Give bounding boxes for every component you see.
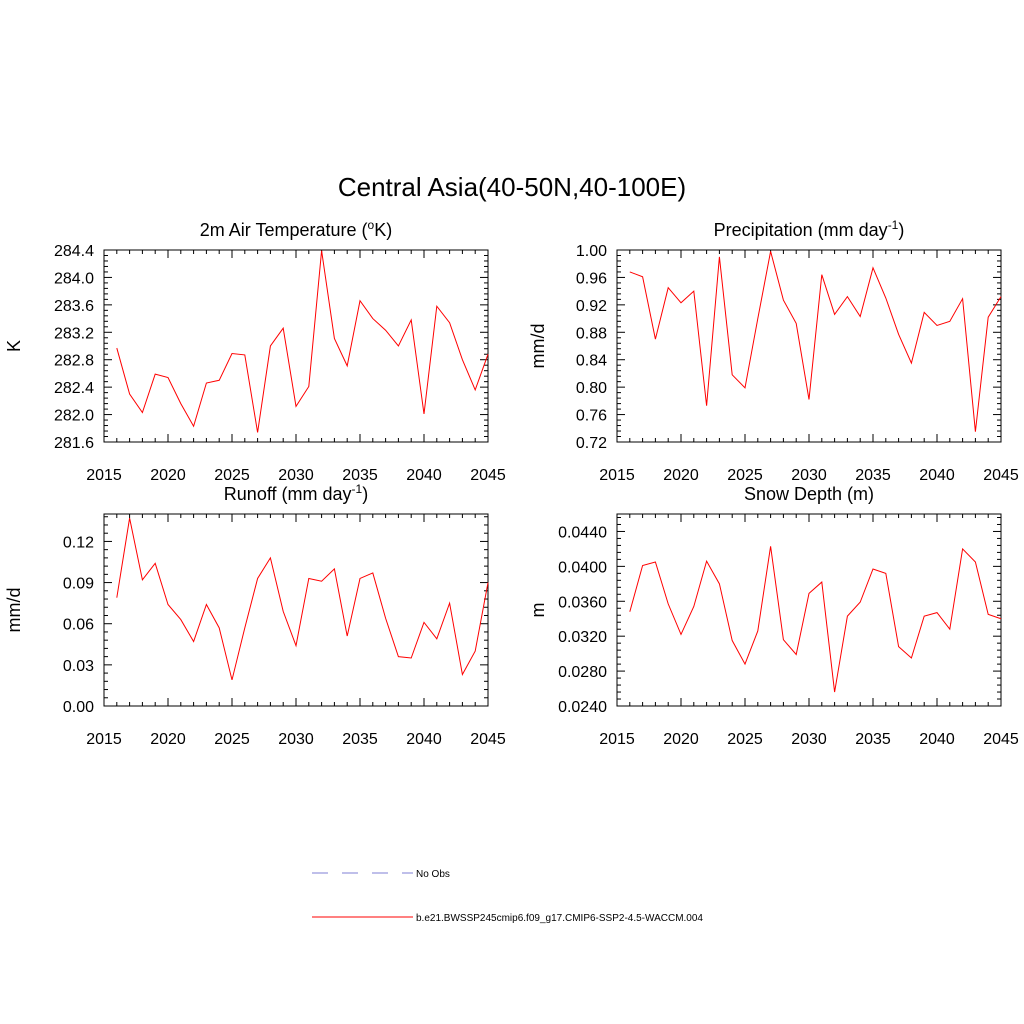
- air-temperature-ytick-label: 282.4: [54, 380, 94, 397]
- precipitation-xtick-label: 2015: [599, 467, 635, 484]
- panel-snow-depth: 2015 2020 2025 2030 2035 2040 2045 0.0240 0.0280…: [528, 484, 1019, 748]
- snow-depth-ytick-label: 0.0360: [558, 594, 607, 611]
- runoff-title-tail: ): [362, 484, 368, 504]
- air-temperature-xtick-label: 2030: [278, 467, 314, 484]
- precipitation-xtick-label: 2025: [727, 467, 763, 484]
- precipitation-title-main: Precipitation (mm day: [714, 220, 888, 240]
- precipitation-ytick-label: 0.80: [576, 380, 607, 397]
- air-temperature-title-sup: o: [368, 218, 375, 232]
- air-temperature-xtick-label: 2020: [150, 467, 186, 484]
- legend-label-model: b.e21.BWSSP245cmip6.f09_g17.CMIP6-SSP2-4…: [416, 913, 703, 924]
- snow-depth-xtick-label: 2035: [855, 731, 891, 748]
- air-temperature-ytick-label: 284.0: [54, 270, 94, 287]
- snow-depth-frame: [616, 513, 1002, 707]
- precipitation-ytick-label: 0.72: [576, 435, 607, 452]
- precipitation-title-sup: -1: [888, 218, 899, 232]
- runoff-title: Runoff (mm day-1): [224, 482, 368, 504]
- air-temperature-ytick-label: 282.8: [54, 353, 94, 370]
- panel-air-temperature: 2015 2020 2025 2030 2035 2040 2045 281.6 282.0 28…: [4, 218, 506, 484]
- air-temperature-xtick-label: 2015: [86, 467, 122, 484]
- air-temperature-title-main: 2m Air Temperature (: [200, 220, 368, 240]
- air-temperature-xtick-label: 2035: [342, 467, 378, 484]
- air-temperature-xtick-label: 2040: [406, 467, 442, 484]
- runoff-ytick-label: 0.03: [63, 658, 94, 675]
- snow-depth-ylabel: m: [528, 603, 548, 618]
- snow-depth-xtick-label: 2045: [983, 731, 1019, 748]
- figure-title: Central Asia(40-50N,40-100E): [338, 172, 686, 202]
- runoff-xtick-label: 2020: [150, 731, 186, 748]
- panel-runoff: 2015 2020 2025 2030 2035 2040 2045 0.00 0.03 0.06…: [4, 482, 506, 748]
- runoff-ytick-label: 0.12: [63, 534, 94, 551]
- air-temperature-title: 2m Air Temperature (oK): [200, 218, 392, 240]
- air-temperature-ytick-label: 283.6: [54, 298, 94, 315]
- runoff-ytick-label: 0.09: [63, 576, 94, 593]
- precipitation-ytick-label: 1.00: [576, 243, 607, 260]
- snow-depth-ytick-label: 0.0320: [558, 629, 607, 646]
- panel-precipitation: 2015 2020 2025 2030 2035 2040 2045 0.72 0.76 0.80…: [528, 218, 1019, 484]
- runoff-title-sup: -1: [352, 482, 363, 496]
- runoff-xtick-label: 2025: [214, 731, 250, 748]
- runoff-frame: [103, 513, 489, 707]
- snow-depth-xtick-label: 2030: [791, 731, 827, 748]
- snow-depth-xtick-label: 2015: [599, 731, 635, 748]
- runoff-ylabel: mm/d: [4, 588, 24, 633]
- snow-depth-title-main: Snow Depth (m): [744, 484, 874, 504]
- precipitation-xtick-label: 2035: [855, 467, 891, 484]
- precipitation-ylabel: mm/d: [528, 324, 548, 369]
- air-temperature-xtick-label: 2045: [470, 467, 506, 484]
- precipitation-xtick-label: 2030: [791, 467, 827, 484]
- precipitation-frame: [616, 249, 1002, 443]
- precipitation-ytick-label: 0.88: [576, 325, 607, 342]
- runoff-xtick-label: 2045: [470, 731, 506, 748]
- precipitation-xtick-label: 2040: [919, 467, 955, 484]
- snow-depth-series-line: [629, 546, 1002, 693]
- runoff-ytick-label: 0.00: [63, 699, 94, 716]
- precipitation-ytick-label: 0.92: [576, 298, 607, 315]
- air-temperature-title-tail: K): [374, 220, 392, 240]
- air-temperature-series-line: [116, 250, 489, 433]
- snow-depth-xtick-label: 2020: [663, 731, 699, 748]
- snow-depth-ytick-label: 0.0240: [558, 699, 607, 716]
- runoff-ytick-label: 0.06: [63, 617, 94, 634]
- snow-depth-xtick-label: 2025: [727, 731, 763, 748]
- precipitation-title: Precipitation (mm day-1): [714, 218, 905, 240]
- runoff-xtick-label: 2040: [406, 731, 442, 748]
- snow-depth-xtick-label: 2040: [919, 731, 955, 748]
- precipitation-ytick-label: 0.96: [576, 270, 607, 287]
- legend-label-no-obs: No Obs: [416, 869, 450, 880]
- snow-depth-ytick-label: 0.0440: [558, 524, 607, 541]
- air-temperature-ytick-label: 283.2: [54, 325, 94, 342]
- precipitation-xtick-label: 2045: [983, 467, 1019, 484]
- precipitation-series-line: [629, 251, 1002, 432]
- air-temperature-ytick-label: 281.6: [54, 435, 94, 452]
- air-temperature-frame: [103, 249, 489, 443]
- air-temperature-ytick-label: 282.0: [54, 408, 94, 425]
- legend: No Obs b.e21.BWSSP245cmip6.f09_g17.CMIP6…: [312, 869, 703, 924]
- precipitation-ytick-label: 0.84: [576, 353, 607, 370]
- runoff-series-line: [116, 518, 489, 681]
- runoff-xtick-label: 2015: [86, 731, 122, 748]
- precipitation-ytick-label: 0.76: [576, 408, 607, 425]
- precipitation-title-tail: ): [898, 220, 904, 240]
- runoff-xtick-label: 2035: [342, 731, 378, 748]
- air-temperature-ytick-label: 284.4: [54, 243, 94, 260]
- snow-depth-ytick-label: 0.0400: [558, 559, 607, 576]
- air-temperature-ylabel: K: [4, 340, 24, 352]
- snow-depth-ytick-label: 0.0280: [558, 664, 607, 681]
- runoff-title-main: Runoff (mm day: [224, 484, 352, 504]
- precipitation-xtick-label: 2020: [663, 467, 699, 484]
- air-temperature-xtick-label: 2025: [214, 467, 250, 484]
- snow-depth-title: Snow Depth (m): [744, 484, 874, 504]
- runoff-xtick-label: 2030: [278, 731, 314, 748]
